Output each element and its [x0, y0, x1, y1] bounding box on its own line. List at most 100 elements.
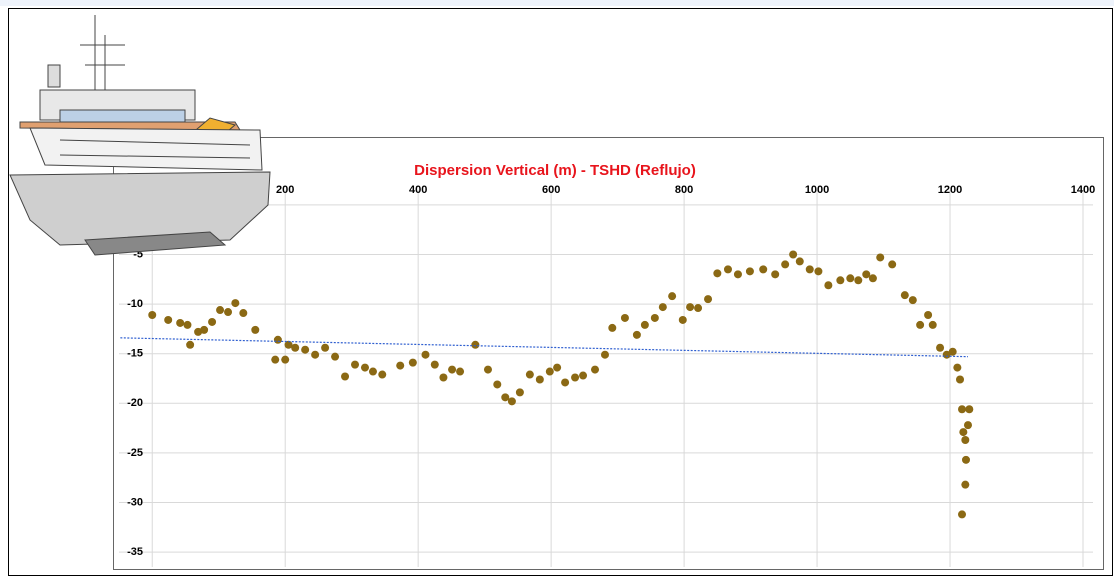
data-point	[321, 343, 330, 352]
data-point	[224, 308, 233, 317]
x-tick-label: 1400	[1071, 184, 1095, 196]
data-point	[678, 315, 687, 324]
x-tick-label: 800	[675, 184, 693, 196]
data-point	[650, 313, 659, 322]
data-point	[958, 405, 967, 414]
chart-title: Dispersion Vertical (m) - TSHD (Reflujo)	[414, 162, 696, 179]
data-point	[888, 260, 897, 269]
data-point	[535, 375, 544, 384]
data-point	[351, 360, 360, 369]
data-point	[953, 363, 962, 372]
data-point	[448, 365, 457, 374]
data-point	[658, 303, 667, 312]
data-point	[216, 306, 225, 315]
data-point	[284, 340, 293, 349]
y-tick-label: -35	[127, 546, 143, 558]
data-point	[231, 299, 240, 308]
data-point	[876, 253, 885, 262]
data-point	[956, 375, 965, 384]
plot: 0-5-10-15-20-25-30-350200400600800100012…	[119, 184, 1095, 567]
data-point	[507, 397, 516, 406]
data-point	[200, 325, 209, 334]
data-point	[723, 265, 732, 274]
data-point	[251, 325, 260, 334]
trend-line	[120, 337, 968, 358]
data-point	[483, 365, 492, 374]
data-point	[571, 373, 580, 382]
data-point	[291, 343, 300, 352]
x-tick-label: 400	[409, 184, 427, 196]
data-point	[640, 320, 649, 329]
data-point	[579, 371, 588, 380]
data-point	[471, 340, 480, 349]
data-point	[620, 313, 629, 322]
data-point	[686, 303, 695, 312]
data-point	[959, 428, 968, 437]
data-point	[733, 270, 742, 279]
data-point	[771, 270, 780, 279]
data-point	[183, 320, 192, 329]
data-point	[965, 405, 974, 414]
data-point	[493, 380, 502, 389]
data-point	[632, 330, 641, 339]
data-point	[759, 265, 768, 274]
data-point	[421, 350, 430, 359]
data-point	[600, 350, 609, 359]
data-point	[591, 365, 600, 374]
data-point	[545, 367, 554, 376]
data-point	[281, 355, 290, 364]
y-tick-label: -5	[133, 248, 143, 260]
y-tick-label: -25	[127, 447, 143, 459]
data-point	[525, 370, 534, 379]
data-point	[341, 372, 350, 381]
data-point	[928, 320, 937, 329]
data-point	[900, 291, 909, 300]
data-point	[942, 350, 951, 359]
data-point	[824, 281, 833, 290]
data-point	[271, 355, 280, 364]
data-point	[745, 267, 754, 276]
top-band	[0, 0, 1114, 6]
data-point	[694, 304, 703, 313]
data-point	[789, 250, 798, 259]
data-point	[176, 318, 185, 327]
data-point	[846, 274, 855, 283]
y-tick-label: -30	[127, 496, 143, 508]
data-point	[501, 393, 510, 402]
data-point	[948, 347, 957, 356]
data-point	[360, 363, 369, 372]
data-point	[148, 311, 157, 320]
data-point	[668, 292, 677, 301]
data-point	[704, 295, 713, 304]
data-point	[713, 269, 722, 278]
data-point	[430, 360, 439, 369]
data-point	[961, 455, 970, 464]
data-point	[805, 265, 814, 274]
data-point	[378, 370, 387, 379]
y-tick-label: -20	[127, 397, 143, 409]
data-point	[781, 260, 790, 269]
x-tick-label: 200	[276, 184, 294, 196]
data-point	[186, 340, 195, 349]
x-tick-label: 600	[542, 184, 560, 196]
data-point	[814, 267, 823, 276]
data-point	[795, 257, 804, 266]
frame	[8, 8, 1113, 576]
data-point	[439, 373, 448, 382]
data-point	[456, 367, 465, 376]
data-point	[961, 436, 970, 445]
data-point	[208, 317, 217, 326]
data-point	[936, 343, 945, 352]
data-point	[924, 311, 933, 320]
data-point	[958, 510, 967, 519]
data-point	[561, 378, 570, 387]
data-point	[331, 352, 340, 361]
data-point	[396, 361, 405, 370]
data-point	[239, 309, 248, 318]
x-tick-label: 1000	[805, 184, 829, 196]
y-tick-label: -15	[127, 348, 143, 360]
data-point	[963, 421, 972, 430]
data-point	[836, 276, 845, 285]
data-point	[608, 323, 617, 332]
y-tick-label: -10	[127, 298, 143, 310]
